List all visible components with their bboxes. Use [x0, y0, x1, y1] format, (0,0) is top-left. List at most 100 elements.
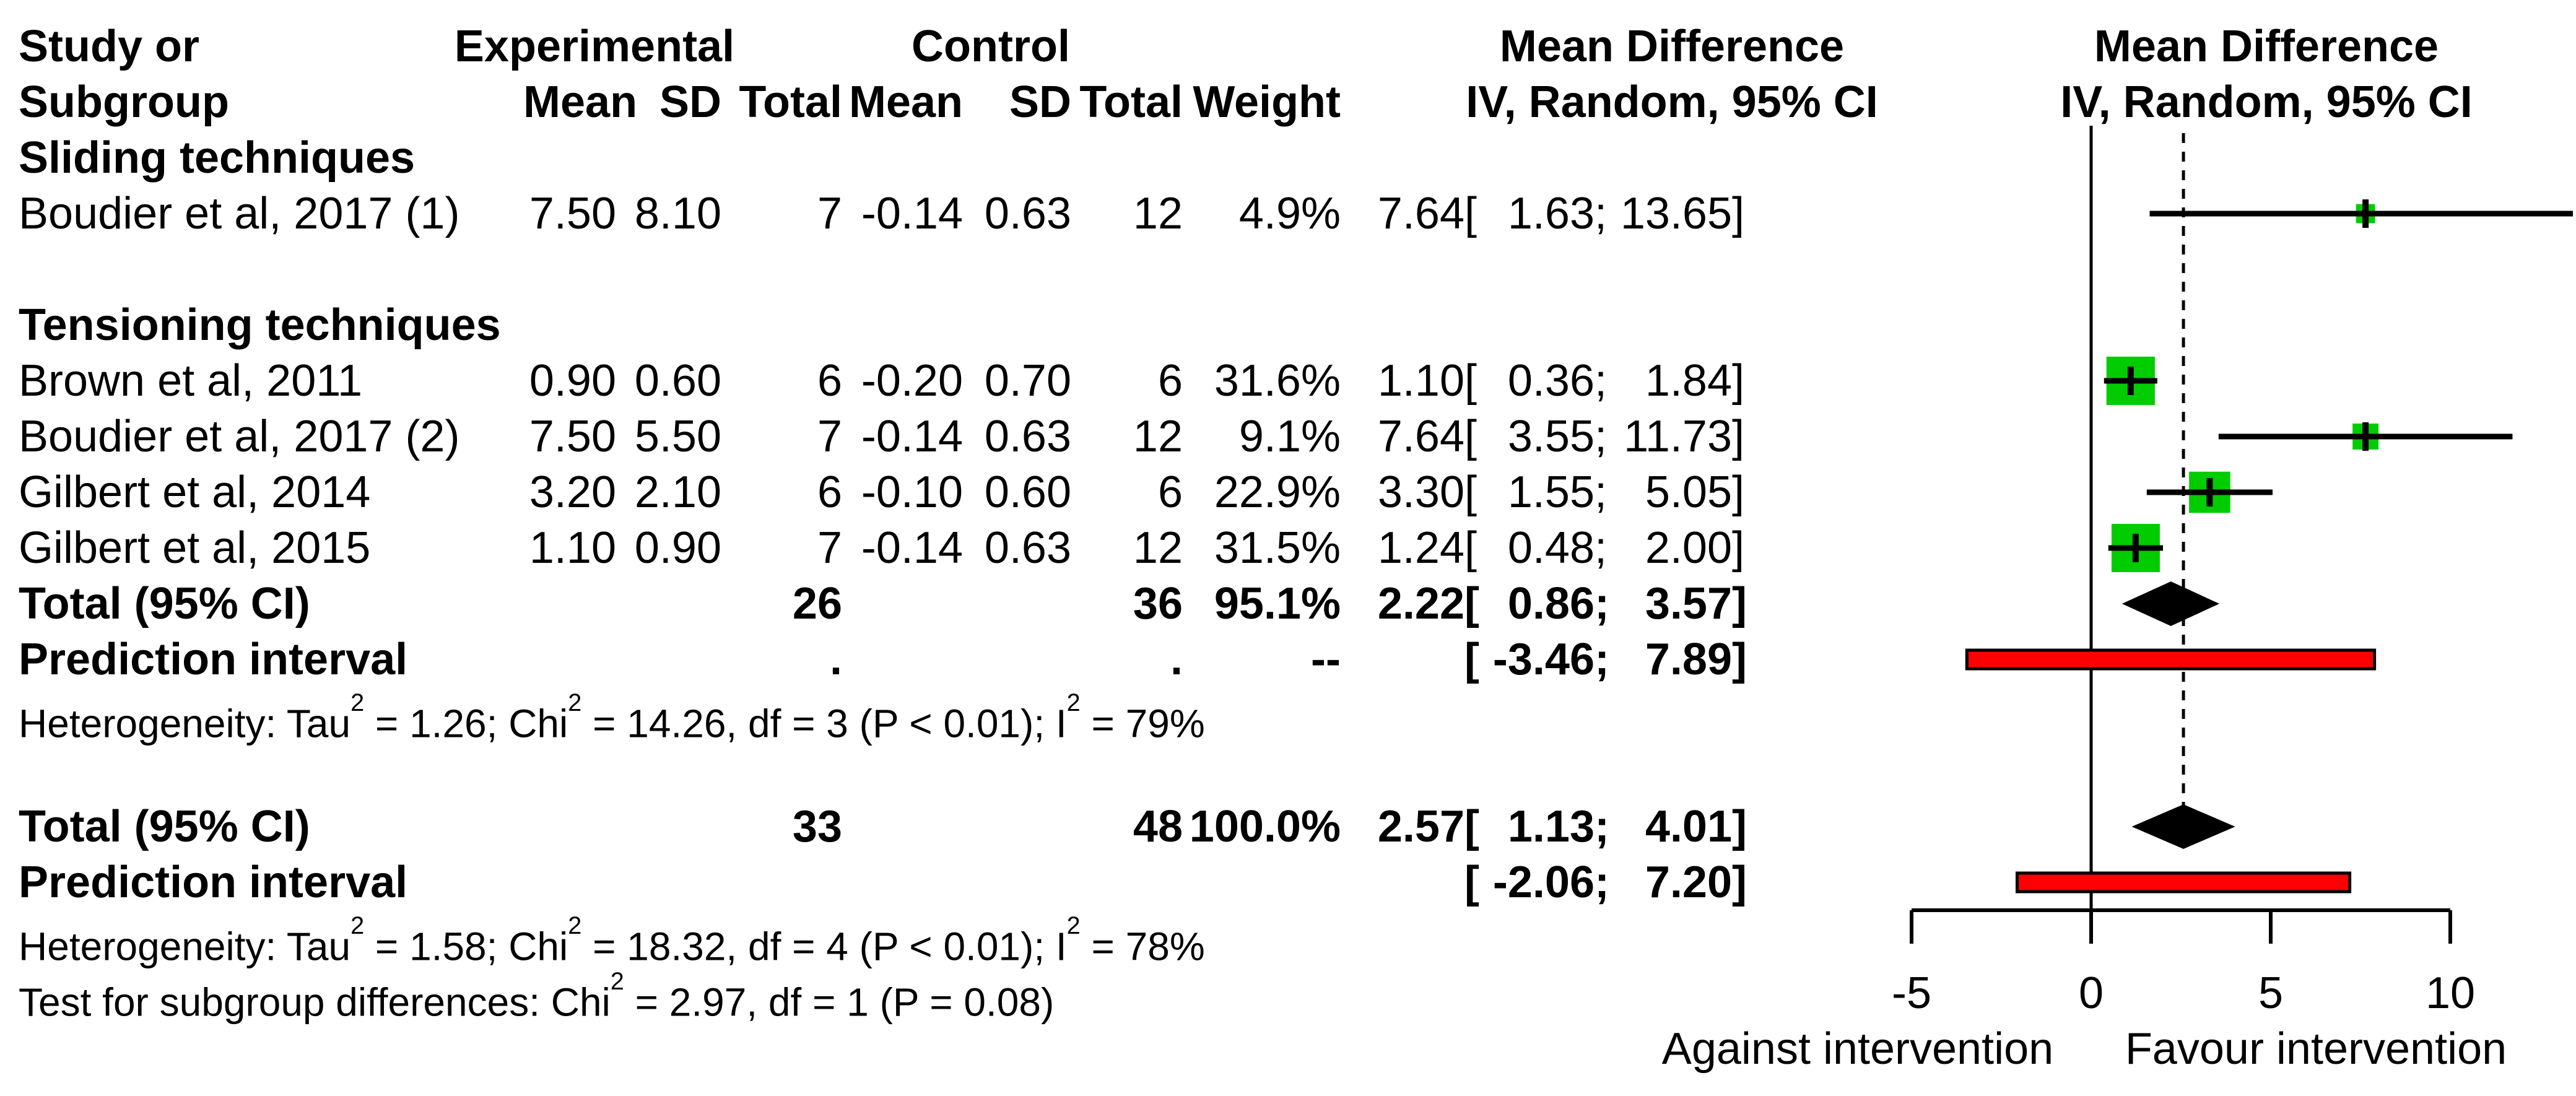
- ci-close-bracket: ]: [1732, 858, 1747, 907]
- header-mean-difference-left: Mean Difference: [1499, 22, 1845, 71]
- cell-total_e: 7: [817, 189, 842, 238]
- cell-sd_e: 0.90: [634, 523, 721, 573]
- overall-prediction-bar: [2016, 871, 2352, 894]
- cell-est: 7.64: [1377, 412, 1464, 461]
- cell-total_e: 7: [817, 412, 842, 461]
- header-sd-exp: SD: [659, 77, 721, 127]
- footnote-row: Test for subgroup differences: Chi2 = 2.…: [19, 968, 1055, 1025]
- cell-ci-high: 13.65: [1620, 189, 1732, 238]
- row-label: Prediction interval: [19, 858, 408, 907]
- cell-ci-high: 11.73: [1624, 412, 1732, 461]
- ci-open-bracket: [: [1464, 189, 1477, 238]
- cell-total_c: .: [1170, 635, 1183, 684]
- ci-open-bracket: [: [1464, 802, 1479, 851]
- x-axis-tick-label: 0: [2079, 968, 2104, 1018]
- total-row: Total (95% CI) 26 36 95.1% 2.22[0.86; 3.57]: [0, 576, 1751, 632]
- ci-open-bracket: [: [1464, 468, 1477, 517]
- ci-close-bracket: ]: [1732, 635, 1747, 684]
- ci-separator: ;: [1595, 356, 1608, 406]
- x-axis-tick-label: 10: [2426, 968, 2475, 1018]
- cell-mean_e: 3.20: [529, 468, 616, 517]
- cell-ci-low: 0.86: [1507, 579, 1595, 628]
- ci-separator: ;: [1595, 858, 1609, 907]
- header-control: Control: [912, 22, 1070, 71]
- study-row: Brown et al, 2011 0.90 0.60 6 -0.20 0.70 6 31.6…: [0, 353, 1751, 409]
- x-axis-tick-label: -5: [1892, 968, 1931, 1018]
- ci-close-bracket: ]: [1732, 802, 1747, 851]
- cell-weight: 100.0%: [1189, 802, 1341, 851]
- cell-ci-high: 3.57: [1645, 579, 1732, 628]
- cell-ci-low: 1.13: [1507, 802, 1595, 851]
- cell-total_e: 7: [817, 523, 842, 573]
- prediction-interval-row: Prediction interval.. -- [-3.46; 7.89]: [0, 632, 1751, 687]
- footnote-row: Heterogeneity: Tau2 = 1.58; Chi2 = 18.32…: [19, 912, 1205, 969]
- cell-weight: 9.1%: [1238, 412, 1341, 461]
- cell-est: 2.22: [1377, 579, 1464, 628]
- cell-ci-high: 4.01: [1645, 802, 1732, 851]
- header-mean-ctl: Mean: [848, 77, 963, 127]
- ci-close-bracket: ]: [1732, 468, 1745, 517]
- row-label: Prediction interval: [19, 635, 408, 684]
- cell-mean_e: 0.90: [529, 356, 616, 406]
- header-experimental: Experimental: [454, 22, 735, 71]
- cell-mean_e: 1.10: [529, 523, 616, 573]
- row-label: Boudier et al, 2017 (1): [19, 189, 460, 238]
- total-row: Total (95% CI) 33 48 100.0% 2.57[1.13; 4.01]: [0, 799, 1751, 855]
- study-row: Boudier et al, 2017 (2) 7.50 5.50 7 -0.14 0.6…: [0, 409, 1751, 464]
- header-columns-row: Subgroup Mean SD Total Mean SD Total Wei…: [0, 74, 1751, 130]
- cell-est: 7.64: [1377, 189, 1464, 238]
- cell-sd_c: 0.63: [984, 523, 1071, 573]
- ci-close-bracket: ]: [1732, 189, 1745, 238]
- cell-ci-low: 3.55: [1507, 412, 1595, 461]
- cell-total_c: 36: [1133, 579, 1183, 628]
- cell-mean_c: -0.14: [861, 189, 963, 238]
- cell-weight: 22.9%: [1214, 468, 1341, 517]
- ci-open-bracket: [: [1464, 412, 1477, 461]
- cell-total_e: 33: [792, 802, 842, 851]
- cell-total_c: 6: [1157, 468, 1183, 517]
- cell-total_c: 6: [1157, 356, 1183, 406]
- ci-close-bracket: ]: [1732, 412, 1745, 461]
- overall-diamond: [2131, 804, 2235, 849]
- cell-est: 1.10: [1377, 356, 1464, 406]
- cell-total_e: 6: [817, 468, 842, 517]
- cell-weight: 31.5%: [1214, 523, 1341, 573]
- cell-weight: 31.6%: [1214, 356, 1341, 406]
- ci-close-bracket: ]: [1732, 579, 1747, 628]
- cell-total_e: .: [829, 635, 842, 684]
- ci-close-bracket: ]: [1732, 523, 1745, 573]
- cell-sd_e: 0.60: [634, 356, 721, 406]
- cell-mean_c: -0.20: [861, 356, 963, 406]
- cell-total_e: 26: [792, 579, 842, 628]
- cell-sd_c: 0.60: [984, 468, 1071, 517]
- subgroup-diamond: [2121, 581, 2220, 626]
- cell-weight: 95.1%: [1214, 579, 1341, 628]
- study-row: Gilbert et al, 2014 3.20 2.10 6 -0.10 0.60 6 22…: [0, 464, 1751, 520]
- axis-left-caption: Against intervention: [1662, 1024, 2053, 1074]
- footnote-row: Heterogeneity: Tau2 = 1.26; Chi2 = 14.26…: [19, 689, 1205, 746]
- row-label: Total (95% CI): [19, 579, 310, 628]
- cell-ci-high: 7.20: [1645, 858, 1732, 907]
- header-iv-random-right: IV, Random, 95% CI: [2060, 77, 2473, 127]
- x-axis-tick-label: 5: [2258, 968, 2283, 1018]
- header-iv-random-left: IV, Random, 95% CI: [1466, 77, 1878, 127]
- cell-total_e: 6: [817, 356, 842, 406]
- cell-ci-high: 7.89: [1645, 635, 1732, 684]
- header-total-exp: Total: [739, 77, 842, 127]
- cell-ci-high: 5.05: [1645, 468, 1732, 517]
- cell-ci-low: 0.36: [1507, 356, 1595, 406]
- ci-open-bracket: [: [1464, 356, 1477, 406]
- ci-open-bracket: [: [1464, 858, 1479, 907]
- ci-close-bracket: ]: [1732, 356, 1745, 406]
- row-label: Gilbert et al, 2015: [19, 523, 371, 573]
- row-label: Total (95% CI): [19, 802, 310, 851]
- cell-ci-high: 1.84: [1645, 356, 1732, 406]
- axis-right-caption: Favour intervention: [2125, 1024, 2507, 1074]
- cell-total_c: 48: [1133, 802, 1183, 851]
- cell-sd_e: 2.10: [634, 468, 721, 517]
- cell-sd_e: 8.10: [634, 189, 721, 238]
- cell-ci-low: 1.55: [1507, 468, 1595, 517]
- ci-separator: ;: [1595, 468, 1608, 517]
- cell-est: 2.57: [1377, 802, 1464, 851]
